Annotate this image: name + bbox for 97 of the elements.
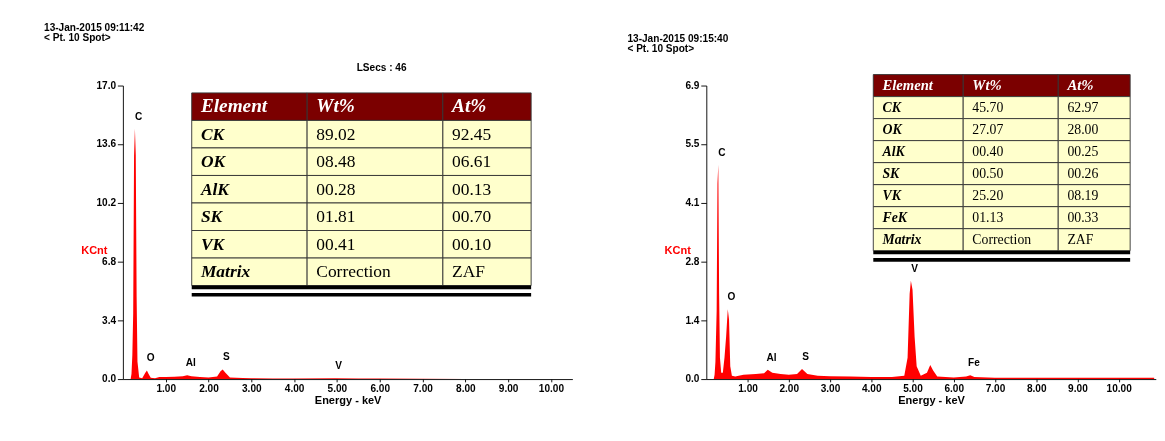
annotation: At% bbox=[1066, 77, 1094, 94]
chart-subtitle: < Pt. 10 Spot> bbox=[44, 31, 111, 43]
annotation: Matrix bbox=[881, 232, 922, 248]
annotation: OK bbox=[882, 122, 903, 138]
annotation: SK bbox=[882, 166, 901, 182]
y-tick-label: 17.0 bbox=[96, 79, 117, 91]
annotation: 62.97 bbox=[1067, 100, 1099, 116]
y-tick-label: 4.1 bbox=[685, 197, 700, 209]
x-tick-label: 2.00 bbox=[199, 383, 220, 395]
x-tick-label: 7.00 bbox=[413, 383, 434, 395]
annotation: VK bbox=[200, 233, 226, 254]
annotation: 00.26 bbox=[1067, 166, 1099, 182]
annotation: V bbox=[911, 262, 919, 274]
annotation: Wt% bbox=[316, 95, 355, 117]
x-tick-label: 9.00 bbox=[498, 383, 519, 395]
annotation: FeK bbox=[881, 210, 908, 226]
x-tick-label: 5.00 bbox=[903, 383, 924, 395]
y-tick-label: 1.4 bbox=[685, 314, 700, 326]
y-axis-title: KCnt bbox=[81, 244, 108, 257]
annotation: 00.13 bbox=[452, 178, 492, 199]
annotation: 92.45 bbox=[452, 123, 492, 144]
annotation: 27.07 bbox=[972, 122, 1004, 138]
x-tick-label: 4.00 bbox=[861, 383, 882, 395]
annotation: OK bbox=[200, 151, 227, 172]
x-tick-label: 1.00 bbox=[156, 383, 177, 395]
annotation: O bbox=[146, 352, 155, 364]
x-tick-label: 5.00 bbox=[327, 383, 348, 395]
y-tick-label: 6.8 bbox=[102, 255, 117, 267]
annotation: Correction bbox=[972, 232, 1032, 248]
annotation: 01.13 bbox=[972, 210, 1004, 226]
x-tick-label: 6.00 bbox=[944, 383, 965, 395]
x-tick-label: 9.00 bbox=[1068, 383, 1089, 395]
y-tick-label: 2.8 bbox=[685, 255, 700, 267]
y-tick-label: 3.4 bbox=[102, 314, 117, 326]
annotation: VK bbox=[882, 188, 902, 204]
annotation: Fe bbox=[968, 357, 981, 369]
x-tick-label: 4.00 bbox=[284, 383, 305, 395]
annotation: At% bbox=[451, 95, 487, 117]
y-tick-label: 0.0 bbox=[102, 373, 117, 385]
x-tick-label: 8.00 bbox=[456, 383, 477, 395]
annotation: CK bbox=[882, 100, 902, 116]
x-tick-label: 1.00 bbox=[738, 383, 759, 395]
annotation: 25.20 bbox=[972, 188, 1004, 204]
y-tick-label: 5.5 bbox=[685, 138, 700, 150]
annotation: AlK bbox=[199, 178, 231, 199]
x-axis-title: Energy - keV bbox=[898, 394, 966, 407]
x-tick-label: 6.00 bbox=[370, 383, 391, 395]
chart-title: 13-Jan-2015 09:11:42 bbox=[44, 21, 145, 33]
annotation: 00.41 bbox=[316, 233, 356, 254]
annotation: 01.81 bbox=[316, 206, 356, 227]
annotation: 00.25 bbox=[1067, 144, 1099, 160]
annotation: 08.48 bbox=[316, 151, 356, 172]
annotation: Wt% bbox=[972, 77, 1002, 94]
annotation: 00.70 bbox=[452, 206, 492, 227]
annotation: S bbox=[802, 350, 810, 362]
annotation: SK bbox=[200, 206, 224, 227]
annotation: S bbox=[222, 351, 230, 363]
annotation: Element bbox=[881, 77, 934, 94]
annotation: Al bbox=[185, 357, 197, 369]
x-axis-title: Energy - keV bbox=[314, 394, 383, 407]
y-tick-label: 6.9 bbox=[685, 79, 700, 91]
annotation: 08.19 bbox=[1067, 188, 1099, 204]
annotation: CK bbox=[200, 123, 226, 144]
x-tick-label: 3.00 bbox=[241, 383, 262, 395]
annotation: ZAF bbox=[452, 261, 486, 282]
x-tick-label: 8.00 bbox=[1026, 383, 1047, 395]
annotation: 00.28 bbox=[316, 178, 356, 199]
annotation: 45.70 bbox=[972, 100, 1004, 116]
annotation: 00.50 bbox=[972, 166, 1004, 182]
annotation: Matrix bbox=[199, 261, 251, 282]
annotation: C bbox=[718, 146, 726, 158]
x-tick-label: 3.00 bbox=[820, 383, 841, 395]
annotation: 89.02 bbox=[316, 123, 356, 144]
y-tick-label: 0.0 bbox=[685, 373, 700, 385]
annotation: 00.40 bbox=[972, 144, 1004, 160]
annotation: 00.33 bbox=[1067, 210, 1099, 226]
annotation: C bbox=[134, 110, 143, 122]
annotation: AlK bbox=[881, 144, 906, 160]
annotation: 00.10 bbox=[452, 233, 492, 254]
x-tick-label: 10.00 bbox=[1106, 383, 1133, 395]
chart-title: 13-Jan-2015 09:15:40 bbox=[627, 33, 729, 44]
chart-subtitle: < Pt. 10 Spot> bbox=[627, 43, 695, 55]
annotation: V bbox=[335, 360, 343, 372]
annotation: 06.61 bbox=[452, 151, 492, 172]
y-tick-label: 13.6 bbox=[96, 138, 117, 150]
y-tick-label: 10.2 bbox=[96, 197, 117, 209]
annotation: O bbox=[727, 291, 736, 303]
annotation: Correction bbox=[316, 261, 392, 282]
x-tick-label: 7.00 bbox=[985, 383, 1006, 395]
annotation: Al bbox=[766, 351, 777, 363]
x-tick-label: 2.00 bbox=[779, 383, 800, 395]
y-axis-title: KCnt bbox=[664, 244, 692, 257]
annotation: Element bbox=[199, 95, 268, 117]
text: LSecs : 46 bbox=[356, 61, 407, 73]
annotation: ZAF bbox=[1067, 232, 1094, 248]
x-tick-label: 10.00 bbox=[538, 383, 565, 395]
annotation: 28.00 bbox=[1067, 122, 1099, 138]
